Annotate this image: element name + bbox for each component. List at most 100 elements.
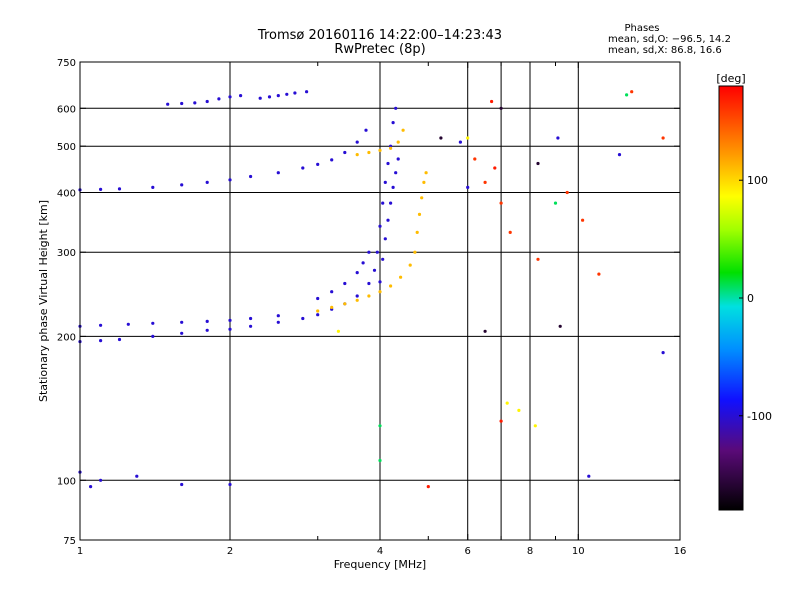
echo-point	[378, 224, 382, 228]
echo-point	[473, 157, 477, 161]
echo-point	[301, 316, 305, 321]
echo-point	[399, 275, 403, 279]
phases-x-mode: mean, sd,X: 86.8, 16.6	[608, 45, 722, 56]
echo-point	[355, 153, 359, 157]
chart-subtitle: RwPretec (8p)	[334, 42, 425, 57]
echo-point	[276, 314, 280, 318]
y-tick-label: 500	[57, 142, 76, 153]
echo-point	[249, 174, 253, 179]
title-block: Tromsø 20160116 14:22:00–14:23:43 RwPret…	[257, 28, 502, 57]
echo-point	[276, 320, 280, 324]
echo-point	[381, 257, 385, 261]
echo-point	[99, 478, 103, 482]
echo-point	[565, 190, 569, 195]
echo-point	[422, 180, 426, 184]
echo-point	[383, 237, 387, 241]
echo-point	[99, 187, 103, 191]
echo-point	[556, 136, 560, 140]
echo-point	[355, 298, 359, 302]
phases-header: Phases	[624, 23, 659, 34]
echo-point	[367, 281, 371, 286]
echo-point	[228, 95, 232, 99]
echo-point	[355, 140, 359, 144]
echo-point	[336, 329, 340, 333]
echo-point	[301, 166, 305, 170]
y-tick-label: 100	[57, 476, 76, 487]
echo-point	[558, 324, 562, 328]
echo-point	[505, 401, 509, 405]
echo-point	[316, 309, 320, 313]
colorbar-tick-label: -100	[747, 410, 772, 423]
echo-point	[180, 183, 184, 187]
data-points	[78, 90, 665, 489]
echo-point	[391, 121, 395, 125]
echo-point	[367, 150, 371, 155]
echo-point	[367, 294, 371, 298]
echo-point	[239, 94, 243, 98]
echo-point	[180, 320, 184, 324]
echo-point	[499, 419, 503, 423]
echo-point	[343, 302, 347, 306]
grid-lines	[80, 62, 680, 540]
x-tick-label: 16	[674, 546, 687, 557]
x-axis-ticks: 1 2 4 6 8 10 16	[77, 62, 687, 557]
echo-point	[316, 313, 320, 317]
echo-point	[587, 474, 591, 478]
echo-point	[99, 339, 103, 343]
echo-point	[355, 271, 359, 275]
chart-title: Tromsø 20160116 14:22:00–14:23:43	[257, 28, 502, 43]
echo-point	[89, 485, 93, 489]
echo-point	[228, 482, 232, 487]
echo-point	[396, 140, 400, 144]
echo-point	[135, 474, 139, 478]
echo-point	[378, 290, 382, 294]
echo-point	[193, 101, 197, 105]
echo-point	[408, 263, 412, 267]
echo-point	[364, 128, 368, 132]
echo-point	[499, 106, 503, 110]
echo-point	[249, 324, 253, 328]
echo-point	[396, 157, 400, 161]
echo-point	[391, 185, 395, 189]
echo-point	[99, 323, 103, 327]
echo-point	[386, 218, 390, 222]
y-axis-ticks: 75 100 200 300 400 500 600 750	[57, 58, 680, 547]
echo-point	[389, 201, 393, 205]
echo-point	[401, 128, 405, 132]
echo-point	[330, 158, 334, 162]
echo-point	[536, 257, 540, 261]
phases-legend: Phases mean, sd,O: −96.5, 14.2 mean, sd,…	[608, 23, 731, 56]
echo-point	[378, 458, 382, 463]
echo-point	[417, 212, 422, 216]
echo-point	[483, 329, 487, 333]
echo-point	[378, 148, 382, 152]
echo-point	[205, 328, 209, 332]
x-tick-label: 10	[572, 546, 585, 557]
echo-point	[458, 140, 462, 144]
echo-point	[536, 161, 540, 166]
echo-point	[426, 485, 430, 489]
y-tick-label: 600	[57, 104, 76, 115]
x-tick-label: 4	[377, 546, 383, 557]
echo-point	[581, 218, 585, 222]
echo-point	[166, 102, 170, 106]
echo-point	[493, 166, 497, 170]
echo-point	[249, 316, 253, 321]
echo-point	[228, 327, 232, 331]
echo-point	[597, 272, 601, 276]
echo-point	[228, 178, 232, 182]
echo-point	[258, 96, 262, 100]
phases-o-mode: mean, sd,O: −96.5, 14.2	[608, 34, 731, 45]
echo-point	[151, 321, 155, 325]
echo-point	[439, 136, 443, 140]
x-tick-label: 1	[77, 546, 83, 557]
echo-point	[316, 296, 320, 301]
echo-point	[661, 136, 665, 140]
colorbar-label: [deg]	[716, 72, 745, 85]
y-tick-label: 750	[57, 58, 76, 69]
echo-point	[378, 280, 382, 284]
echo-point	[228, 318, 232, 322]
echo-point	[378, 424, 382, 428]
y-tick-label: 200	[57, 332, 76, 343]
